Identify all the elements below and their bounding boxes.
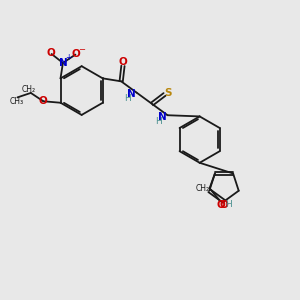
Text: H: H	[155, 117, 162, 126]
Text: O: O	[71, 49, 80, 59]
Text: O: O	[118, 57, 127, 67]
Text: N: N	[158, 112, 167, 122]
Text: H: H	[124, 94, 131, 103]
Text: CH₃: CH₃	[10, 97, 24, 106]
Text: CH₂: CH₂	[196, 184, 210, 193]
Text: S: S	[165, 88, 172, 98]
Text: O: O	[39, 96, 48, 106]
Text: O: O	[220, 200, 228, 210]
Text: H: H	[225, 200, 232, 209]
Text: O: O	[47, 48, 56, 59]
Text: O: O	[217, 200, 226, 210]
Text: −: −	[78, 45, 85, 54]
Text: CH₂: CH₂	[21, 85, 35, 94]
Text: N: N	[127, 89, 136, 99]
Text: +: +	[65, 53, 71, 62]
Text: N: N	[58, 58, 67, 68]
